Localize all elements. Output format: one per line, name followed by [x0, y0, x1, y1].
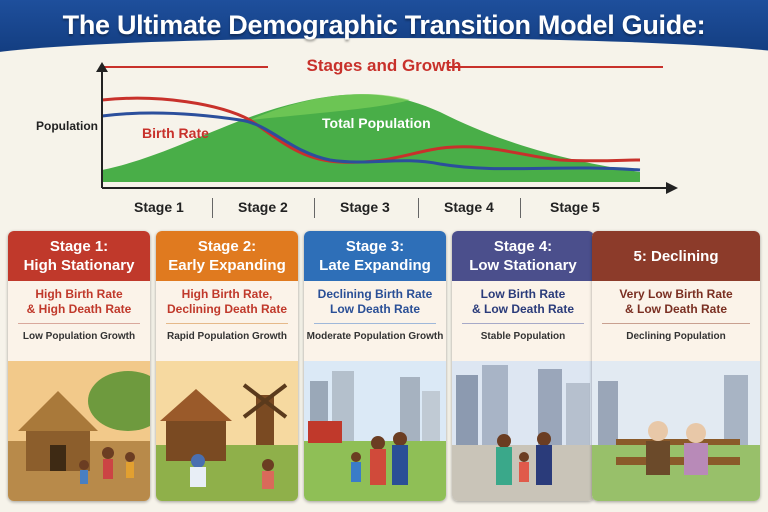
elderly-couple-illustration	[592, 361, 760, 501]
y-axis-arrow	[96, 62, 108, 72]
stage-axis-label-3: Stage 3	[340, 199, 390, 215]
stage-axis-label-4: Stage 4	[444, 199, 494, 215]
card-divider	[166, 323, 288, 324]
stage-card-subtitle: Late Expanding	[319, 257, 431, 274]
stage-card-2: Stage 2: Early Expanding High Birth Rate…	[156, 231, 298, 501]
stage-card-1: Stage 1: High Stationary High Birth Rate…	[8, 231, 150, 501]
rate-line: Low Death Rate	[329, 302, 420, 316]
farm-scene-illustration	[156, 361, 298, 501]
rate-line: High Birth Rate	[35, 287, 123, 301]
stage-axis-separator	[418, 198, 419, 218]
city-family-illustration	[452, 361, 594, 501]
stage-card-4: Stage 4: Low Stationary Low Birth Rate &…	[452, 231, 594, 501]
stage-card-rates: Declining Birth Rate Low Death Rate	[304, 287, 446, 317]
stage-card-growth: Declining Population	[626, 331, 726, 342]
stage-card-title: Stage 3:	[345, 238, 405, 255]
rate-line: & Low Death Rate	[624, 302, 727, 316]
y-axis-label: Population	[36, 119, 98, 133]
rate-line: Declining Death Rate	[166, 302, 288, 316]
stage-card-5: 5: Declining Very Low Birth Rate & Low D…	[592, 231, 760, 501]
stage-axis-separator	[520, 198, 521, 218]
stage-card-rates: High Birth Rate & High Death Rate	[8, 287, 150, 317]
rate-line: Low Birth Rate	[480, 287, 566, 301]
total-population-label: Total Population	[322, 115, 431, 131]
rate-line: & Low Death Rate	[471, 302, 574, 316]
town-family-illustration	[304, 361, 446, 501]
rate-line: Very Low Birth Rate	[619, 287, 733, 301]
stage-card-title: Stage 1:	[49, 238, 109, 255]
stage-card-title: 5: Declining	[633, 247, 719, 265]
stage-card-rates: High Birth Rate, Declining Death Rate	[156, 287, 298, 317]
stage-axis-label-2: Stage 2	[238, 199, 288, 215]
stage-card-growth: Moderate Population Growth	[306, 331, 444, 342]
chart-subtitle: Stages and Growth	[306, 56, 462, 75]
rate-line: Declining Birth Rate	[317, 287, 433, 301]
page-title: The Ultimate Demographic Transition Mode…	[62, 10, 706, 40]
stage-card-header: Stage 3: Late Expanding	[304, 231, 446, 281]
stage-card-header: Stage 2: Early Expanding	[156, 231, 298, 281]
stage-card-growth: Stable Population	[480, 331, 566, 342]
birth-rate-label: Birth Rate	[142, 125, 209, 141]
rate-line: High Birth Rate,	[181, 287, 273, 301]
subtitle-line-left	[100, 66, 268, 68]
stage-card-header: Stage 4: Low Stationary	[452, 231, 594, 281]
stage-axis-label-5: Stage 5	[550, 199, 600, 215]
header-banner	[0, 0, 768, 60]
stage-axis-label-1: Stage 1	[134, 199, 184, 215]
stage-card-growth: Rapid Population Growth	[167, 331, 287, 342]
stage-card-subtitle: High Stationary	[23, 257, 135, 274]
stage-card-3: Stage 3: Late Expanding Declining Birth …	[304, 231, 446, 501]
stage-card-title: Stage 2:	[197, 238, 257, 255]
x-axis-arrow	[666, 182, 678, 194]
stage-card-growth: Low Population Growth	[22, 331, 136, 342]
stage-axis-separator	[212, 198, 213, 218]
stage-card-rates: Low Birth Rate & Low Death Rate	[452, 287, 594, 317]
banner-curve	[0, 38, 768, 60]
stage-card-rates: Very Low Birth Rate & Low Death Rate	[592, 287, 760, 317]
stage-card-subtitle: Early Expanding	[168, 257, 286, 274]
card-divider	[314, 323, 436, 324]
total-population-highlight	[250, 93, 410, 120]
card-divider	[462, 323, 584, 324]
stage-card-title: Stage 4:	[493, 238, 553, 255]
stage-axis-separator	[314, 198, 315, 218]
stage-card-header: 5: Declining	[592, 231, 760, 281]
subtitle-line-right	[448, 66, 663, 68]
card-divider	[18, 323, 140, 324]
stage-card-header: Stage 1: High Stationary	[8, 231, 150, 281]
rate-line: & High Death Rate	[26, 302, 132, 316]
stage-card-subtitle: Low Stationary	[469, 257, 577, 274]
village-scene-illustration	[8, 361, 150, 501]
transition-chart: Population Birth Rate Total Population	[36, 62, 678, 194]
total-population-area	[102, 94, 640, 182]
death-rate-line	[101, 111, 641, 172]
card-divider	[602, 323, 750, 324]
